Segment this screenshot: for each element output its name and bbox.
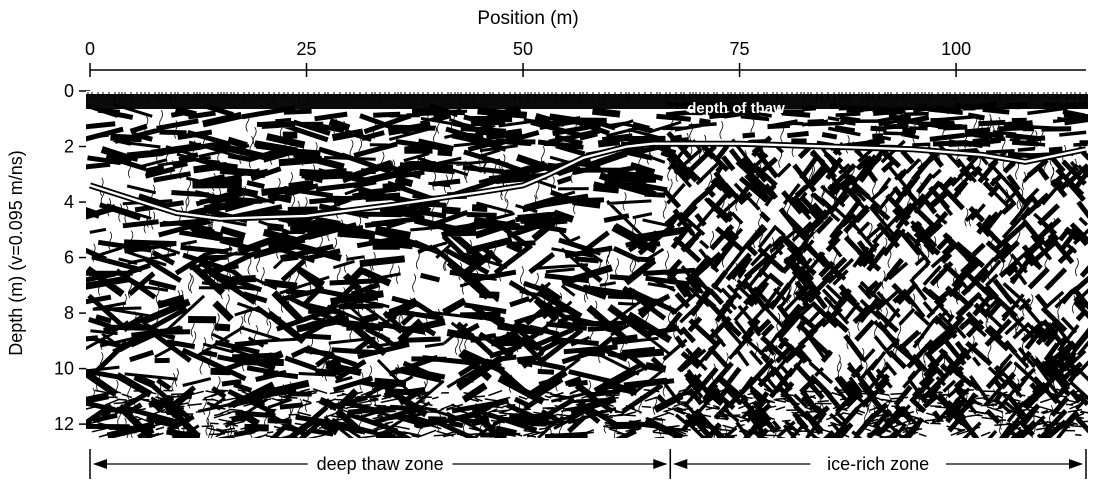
x-tick-label: 100 [941, 39, 971, 59]
x-axis-title: Position (m) [477, 8, 578, 29]
thaw-line-label: depth of thaw [687, 100, 785, 117]
thaw-line [89, 142, 1087, 220]
arrowhead-left [673, 459, 688, 469]
surface-fringe [87, 92, 1087, 102]
y-tick-label: 0 [64, 81, 74, 101]
arrowhead-right [1069, 459, 1083, 469]
arrowhead-left [93, 459, 107, 469]
reflector-group [86, 387, 1088, 438]
x-tick-label: 0 [85, 39, 95, 59]
y-tick-label: 4 [64, 192, 74, 212]
reflector-group [86, 105, 688, 438]
y-axis-ticks: 0 2 4 6 8 10 12 [54, 81, 90, 434]
y-tick-label: 12 [54, 414, 74, 434]
x-tick-label: 50 [513, 39, 533, 59]
y-tick-label: 8 [64, 303, 74, 323]
zone-label: ice-rich zone [827, 454, 929, 474]
zone-label: deep thaw zone [317, 454, 444, 474]
zone-annotations: deep thaw zone ice-rich zone [89, 449, 1087, 479]
reflector-group [662, 101, 1088, 438]
x-tick-label: 25 [297, 39, 317, 59]
y-tick-label: 6 [64, 248, 74, 268]
x-tick-label: 75 [730, 39, 750, 59]
y-tick-label: 2 [64, 137, 74, 157]
radar-traces [86, 92, 1088, 438]
y-tick-label: 10 [54, 359, 74, 379]
x-axis-ticks: 0 25 50 75 100 [85, 39, 971, 77]
arrowhead-right [653, 459, 668, 469]
radar-section [86, 91, 1088, 438]
y-axis-title: Depth (m) (v=0.095 m/ns) [6, 150, 26, 356]
